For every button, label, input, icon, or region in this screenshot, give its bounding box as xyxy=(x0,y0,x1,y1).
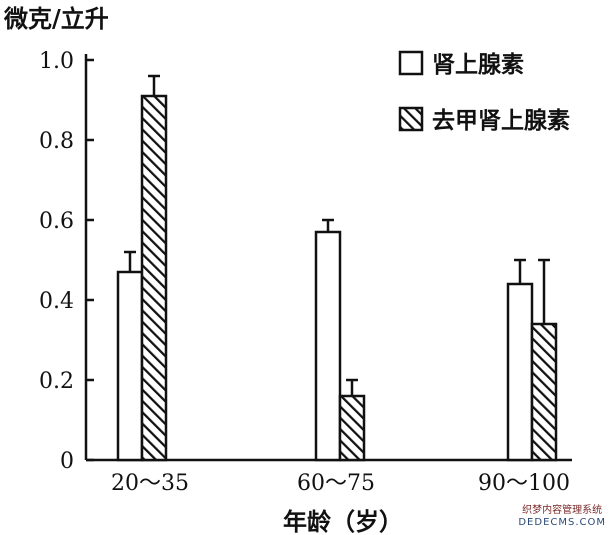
y-axis-label: 微克/立升 xyxy=(3,4,109,33)
legend-label: 去甲肾上腺素 xyxy=(432,107,570,134)
watermark-line2: DEDECMS.COM xyxy=(518,517,606,528)
y-ticks: 0 0.2 0.4 0.6 0.8 1.0 xyxy=(39,49,94,474)
y-tick-label: 0.6 xyxy=(39,209,74,234)
bar-adrenaline xyxy=(314,230,342,462)
watermark: 织梦内容管理系统 DEDECMS.COM xyxy=(518,505,606,529)
bars xyxy=(116,74,558,462)
y-tick-label: 0.2 xyxy=(39,369,74,394)
legend-swatch xyxy=(398,106,424,132)
x-tick-label: 60～75 xyxy=(297,471,375,496)
x-tick-label: 90～100 xyxy=(478,471,570,496)
watermark-line1: 织梦内容管理系统 xyxy=(522,505,603,516)
y-tick-label: 1.0 xyxy=(39,49,74,74)
legend-label: 肾上腺素 xyxy=(432,51,524,78)
x-ticks: 20～35 60～75 90～100 xyxy=(111,471,570,496)
legend-swatch xyxy=(398,50,424,76)
bar-adrenaline xyxy=(116,270,144,462)
bar-adrenaline xyxy=(506,282,534,462)
y-tick-label: 0.8 xyxy=(39,129,74,154)
bar-noradrenaline xyxy=(530,322,558,462)
bar-noradrenaline xyxy=(338,394,366,462)
bar-noradrenaline xyxy=(140,94,168,462)
y-tick-label: 0 xyxy=(60,449,74,474)
x-axis-label: 年龄（岁） xyxy=(283,507,403,535)
x-tick-label: 20～35 xyxy=(111,471,189,496)
y-tick-label: 0.4 xyxy=(39,289,74,314)
